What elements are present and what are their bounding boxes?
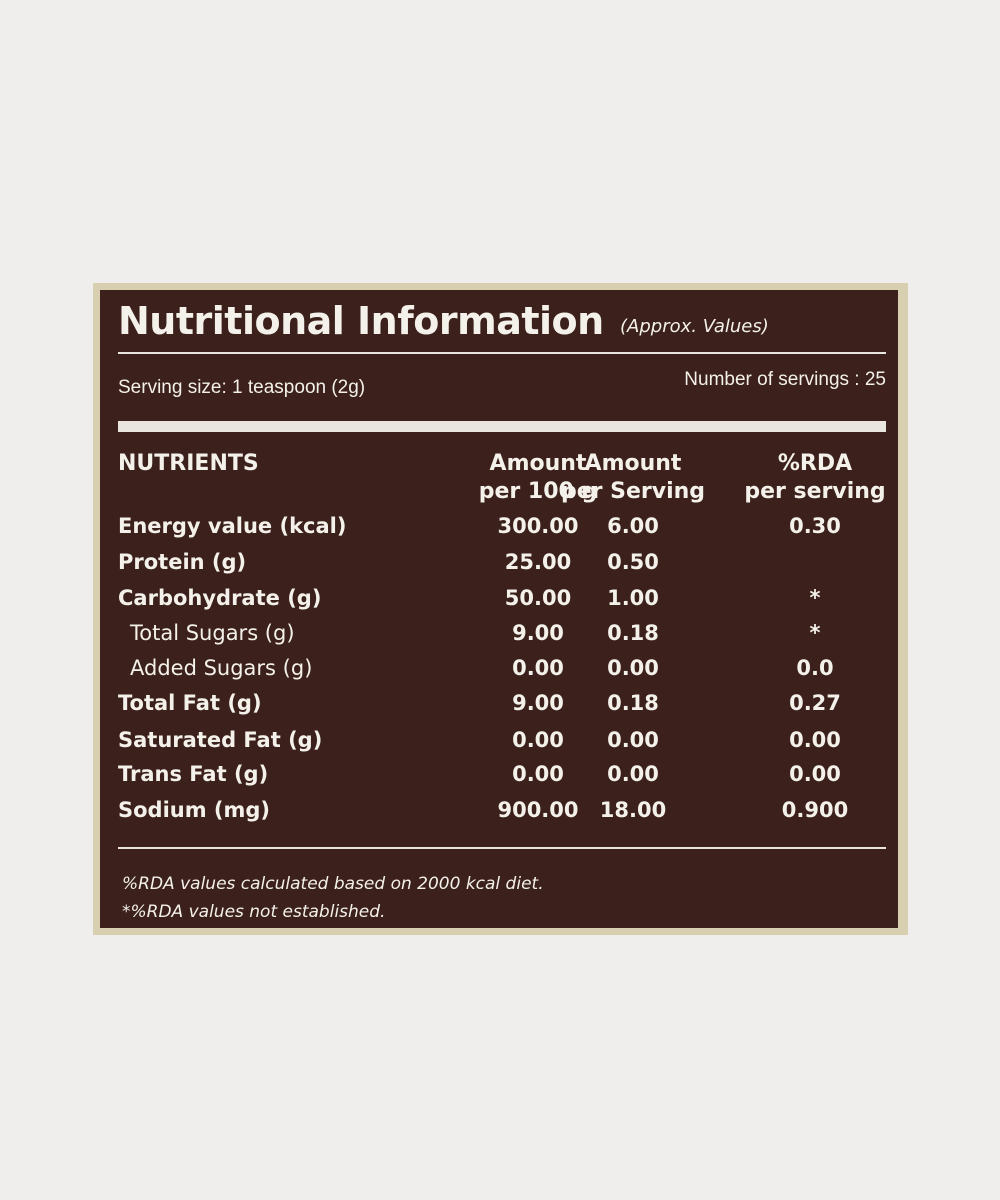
nutrient-name: Added Sugars (g): [130, 656, 313, 680]
nutrient-value: 0.00: [512, 656, 564, 680]
header-line: per 100 g: [478, 479, 598, 504]
nutrient-name: Saturated Fat (g): [118, 728, 323, 752]
divider: [118, 847, 886, 849]
nutrient-value: 0.18: [607, 691, 659, 715]
nutrient-value: 0.00: [789, 762, 841, 786]
header-line: NUTRIENTS: [118, 451, 259, 476]
serving-size: Serving size: 1 teaspoon (2g): [118, 377, 366, 398]
header-line: per Serving: [560, 479, 706, 504]
nutrient-value: 0.900: [781, 798, 849, 822]
nutrient-name: Trans Fat (g): [118, 762, 269, 786]
header-line: %RDA: [777, 451, 853, 476]
nutrient-value: 0.30: [789, 514, 841, 538]
nutrient-value: 900.00: [497, 798, 579, 822]
header-line: per serving: [744, 479, 886, 504]
nutrient-value: 50.00: [504, 586, 572, 610]
column-header: %RDA per serving: [715, 450, 915, 506]
nutrient-value: 6.00: [607, 514, 659, 538]
nutrient-value: 0.00: [512, 728, 564, 752]
nutrient-value: 9.00: [512, 691, 564, 715]
column-header: Amount per 100 g: [438, 450, 638, 506]
nutrient-name: Total Fat (g): [118, 691, 262, 715]
nutrient-value: 9.00: [512, 621, 564, 645]
thick-divider: [118, 421, 886, 432]
nutrient-name: Protein (g): [118, 550, 247, 574]
nutrient-value: 0.50: [607, 550, 659, 574]
nutrient-value: 25.00: [504, 550, 572, 574]
nutrient-value: 0.00: [607, 728, 659, 752]
title: Nutritional Information: [118, 299, 604, 343]
divider: [118, 352, 886, 354]
nutrient-value: *: [809, 586, 821, 610]
nutrient-value: 0.00: [607, 762, 659, 786]
footnote: *%RDA values not established.: [122, 902, 386, 922]
nutrient-value: 0.00: [512, 762, 564, 786]
nutrient-value: 1.00: [607, 586, 659, 610]
footnote: %RDA values calculated based on 2000 kca…: [122, 874, 544, 894]
column-header: Amount per Serving: [533, 450, 733, 506]
nutrient-value: 0.00: [789, 728, 841, 752]
nutrient-name: Energy value (kcal): [118, 514, 347, 538]
nutrient-value: 0.00: [607, 656, 659, 680]
nutrient-value: 0.18: [607, 621, 659, 645]
header-line: Amount: [489, 451, 587, 476]
nutrient-value: *: [809, 621, 821, 645]
nutrient-name: Sodium (mg): [118, 798, 271, 822]
nutrient-value: 18.00: [599, 798, 667, 822]
nutrient-name: Carbohydrate (g): [118, 586, 322, 610]
subtitle: (Approx. Values): [620, 316, 769, 337]
nutrient-value: 0.27: [789, 691, 841, 715]
column-header: NUTRIENTS: [118, 450, 298, 478]
nutrient-value: 0.0: [796, 656, 834, 680]
header-line: Amount: [584, 451, 682, 476]
serving-count: Number of servings : 25: [684, 369, 886, 390]
label-panel: Nutritional Information (Approx. Values)…: [100, 290, 898, 928]
nutrient-value: 300.00: [497, 514, 579, 538]
nutrient-name: Total Sugars (g): [130, 621, 295, 645]
